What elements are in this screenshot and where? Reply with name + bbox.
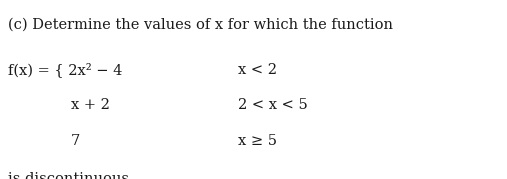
Text: x + 2: x + 2 [71, 98, 110, 112]
Text: is discontinuous.: is discontinuous. [8, 172, 133, 179]
Text: 7: 7 [71, 134, 80, 148]
Text: x < 2: x < 2 [238, 63, 277, 77]
Text: f(x) = { 2x² − 4: f(x) = { 2x² − 4 [8, 63, 122, 78]
Text: 2 < x < 5: 2 < x < 5 [238, 98, 308, 112]
Text: x ≥ 5: x ≥ 5 [238, 134, 277, 148]
Text: (c) Determine the values of x for which the function: (c) Determine the values of x for which … [8, 18, 392, 32]
